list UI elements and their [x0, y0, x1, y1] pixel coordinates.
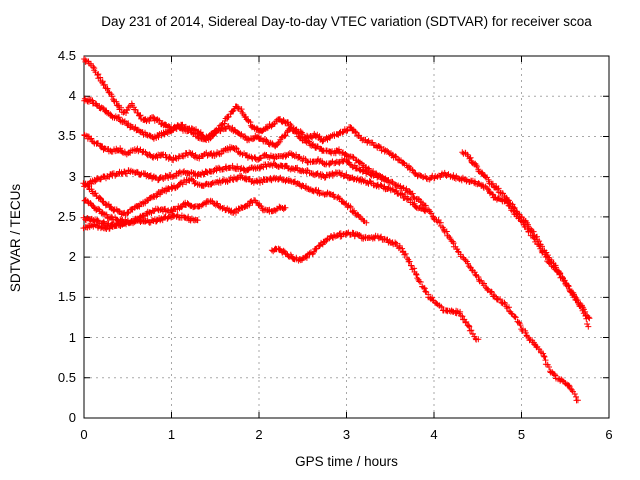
x-tick-label: 3 [342, 427, 351, 442]
x-tick-label: 0 [80, 427, 88, 442]
data-series-trace5 [81, 160, 429, 215]
x-tick-label: 1 [167, 427, 176, 442]
data-series-trace9 [80, 219, 132, 232]
data-series-trace3 [459, 149, 592, 330]
data-series-trace6 [80, 172, 370, 226]
y-tick-label: 1 [68, 329, 76, 345]
plot-frame [83, 55, 610, 419]
y-tick-label: 1.5 [57, 289, 76, 305]
x-tick-label: 4 [430, 427, 438, 442]
y-tick-label: 3.5 [57, 128, 76, 144]
data-series-trace4 [81, 131, 392, 184]
y-tick-label: 4.5 [57, 48, 76, 63]
data-series-trace2 [81, 95, 593, 322]
data-series-trace10 [268, 229, 482, 343]
x-tick-label: 5 [517, 427, 526, 442]
y-tick-label: 3 [68, 168, 76, 184]
chart-title: Day 231 of 2014, Sidereal Day-to-day VTE… [101, 14, 592, 29]
y-tick-label: 4 [68, 88, 76, 104]
y-tick-label: 0.5 [57, 369, 76, 385]
data-series-trace1 [81, 56, 581, 404]
x-axis-title: GPS time / hours [295, 454, 398, 469]
y-tick-label: 2 [68, 249, 76, 265]
y-axis-title: SDTVAR / TECUs [8, 183, 23, 293]
y-tick-label: 0 [68, 410, 76, 425]
x-tick-label: 2 [255, 427, 263, 442]
y-tick-label: 2.5 [57, 208, 76, 224]
x-tick-label: 6 [605, 427, 613, 442]
grid-lines [84, 56, 609, 418]
